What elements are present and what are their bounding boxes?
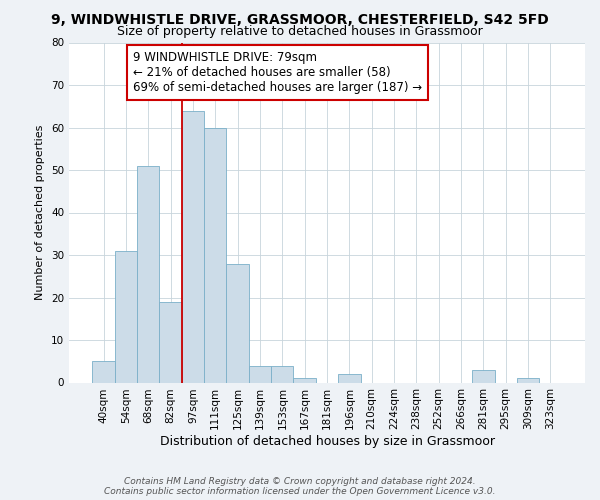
Bar	[182, 110, 204, 382]
Bar	[517, 378, 539, 382]
Bar	[293, 378, 316, 382]
X-axis label: Distribution of detached houses by size in Grassmoor: Distribution of detached houses by size …	[160, 435, 494, 448]
Bar	[271, 366, 293, 382]
Bar	[472, 370, 494, 382]
Bar	[160, 302, 182, 382]
Y-axis label: Number of detached properties: Number of detached properties	[35, 125, 46, 300]
Bar	[92, 361, 115, 382]
Bar	[115, 251, 137, 382]
Text: 9 WINDWHISTLE DRIVE: 79sqm
← 21% of detached houses are smaller (58)
69% of semi: 9 WINDWHISTLE DRIVE: 79sqm ← 21% of deta…	[133, 51, 422, 94]
Text: Size of property relative to detached houses in Grassmoor: Size of property relative to detached ho…	[117, 25, 483, 38]
Bar	[137, 166, 160, 382]
Bar	[338, 374, 361, 382]
Bar	[249, 366, 271, 382]
Bar	[226, 264, 249, 382]
Text: 9, WINDWHISTLE DRIVE, GRASSMOOR, CHESTERFIELD, S42 5FD: 9, WINDWHISTLE DRIVE, GRASSMOOR, CHESTER…	[51, 12, 549, 26]
Text: Contains HM Land Registry data © Crown copyright and database right 2024.
Contai: Contains HM Land Registry data © Crown c…	[104, 476, 496, 496]
Bar	[204, 128, 226, 382]
